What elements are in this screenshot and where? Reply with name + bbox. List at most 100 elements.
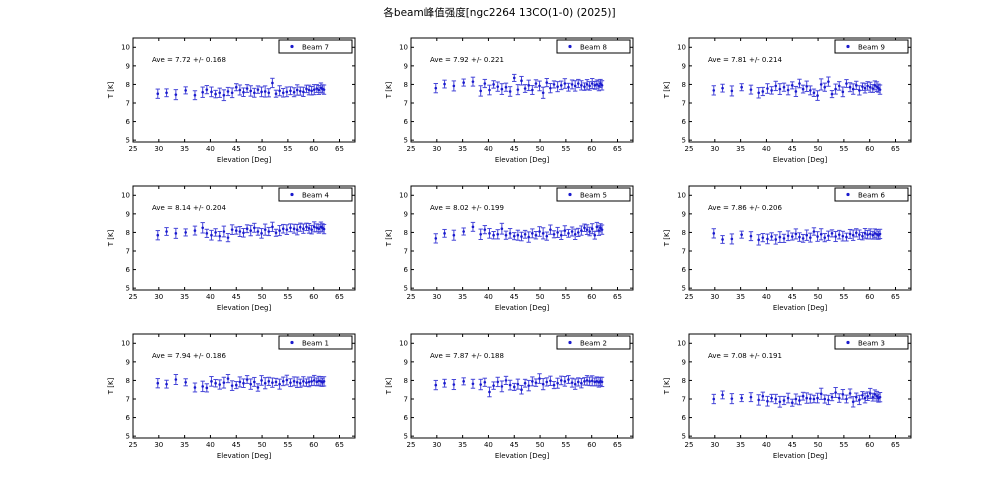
x-tick-label: 30 bbox=[710, 441, 719, 449]
y-axis-label: T [K] bbox=[663, 229, 671, 247]
x-tick-label: 45 bbox=[510, 441, 519, 449]
axes-frame bbox=[410, 185, 634, 291]
axes-frame bbox=[410, 333, 634, 439]
y-tick-label: 7 bbox=[126, 99, 130, 107]
y-tick-label: 8 bbox=[404, 229, 408, 237]
x-tick-label: 65 bbox=[335, 293, 344, 301]
legend-marker-icon bbox=[290, 192, 294, 197]
y-tick-label: 5 bbox=[682, 433, 686, 441]
x-tick-label: 60 bbox=[587, 441, 596, 449]
x-tick-label: 45 bbox=[788, 145, 797, 153]
x-tick-label: 60 bbox=[865, 145, 874, 153]
x-tick-label: 60 bbox=[587, 145, 596, 153]
legend-marker-icon bbox=[846, 192, 850, 197]
legend-beam-6: Beam 6 bbox=[834, 187, 909, 202]
subplot-beam-9: 25 30 35 40 45 50 55 60 65 5 6 7 8 9 10 Elevation [Deg]… bbox=[661, 34, 946, 184]
data-points bbox=[433, 73, 605, 99]
x-tick-label: 50 bbox=[258, 441, 267, 449]
x-axis-label: Elevation [Deg] bbox=[217, 156, 272, 164]
y-axis-label: T [K] bbox=[107, 377, 115, 395]
y-tick-label: 8 bbox=[404, 377, 408, 385]
legend-box bbox=[834, 187, 909, 202]
y-tick-label: 7 bbox=[404, 99, 408, 107]
x-axis-label: Elevation [Deg] bbox=[495, 156, 550, 164]
subplot-beam-3: 25 30 35 40 45 50 55 60 65 5 6 7 8 9 10 Elevation [Deg]… bbox=[661, 330, 946, 480]
x-tick-label: 50 bbox=[536, 441, 545, 449]
legend-box bbox=[556, 187, 631, 202]
x-tick-label: 40 bbox=[484, 293, 493, 301]
x-tick-label: 25 bbox=[129, 293, 138, 301]
x-tick-label: 55 bbox=[283, 293, 292, 301]
legend-label: Beam 3 bbox=[858, 339, 885, 347]
subplot-beam-5: 25 30 35 40 45 50 55 60 65 5 6 7 8 9 10 Elevation [Deg]… bbox=[383, 182, 668, 332]
x-tick-label: 25 bbox=[685, 441, 694, 449]
figure-title: 各beam峰值强度[ngc2264 13CO(1-0) (2025)] bbox=[383, 7, 616, 19]
legend-beam-8: Beam 8 bbox=[556, 39, 631, 54]
x-tick-label: 40 bbox=[762, 441, 771, 449]
y-tick-label: 9 bbox=[404, 358, 408, 366]
y-tick-label: 7 bbox=[404, 395, 408, 403]
data-points bbox=[155, 77, 327, 102]
beam-5-plot: 25 30 35 40 45 50 55 60 65 5 6 7 8 9 10 Elevation [Deg]… bbox=[385, 185, 634, 312]
x-tick-label: 50 bbox=[258, 145, 267, 153]
y-tick-label: 8 bbox=[682, 229, 686, 237]
y-tick-label: 10 bbox=[677, 340, 686, 348]
y-tick-label: 8 bbox=[126, 81, 130, 89]
x-tick-label: 65 bbox=[613, 145, 622, 153]
ave-annotation: Ave = 8.14 +/- 0.204 bbox=[152, 204, 227, 212]
ave-annotation: Ave = 7.87 +/- 0.188 bbox=[430, 352, 504, 360]
legend-label: Beam 7 bbox=[302, 43, 329, 51]
y-tick-label: 6 bbox=[404, 414, 409, 422]
subplot-beam-8: 25 30 35 40 45 50 55 60 65 5 6 7 8 9 10 Elevation [Deg]… bbox=[383, 34, 668, 184]
x-tick-label: 40 bbox=[206, 441, 215, 449]
y-tick-label: 6 bbox=[682, 118, 687, 126]
y-tick-label: 5 bbox=[404, 433, 408, 441]
data-points bbox=[711, 386, 883, 408]
axes-frame bbox=[410, 37, 634, 143]
legend-box bbox=[278, 39, 353, 54]
x-tick-label: 30 bbox=[710, 293, 719, 301]
x-tick-label: 35 bbox=[736, 145, 745, 153]
y-tick-label: 10 bbox=[121, 192, 130, 200]
ave-annotation: Ave = 7.08 +/- 0.191 bbox=[708, 352, 782, 360]
x-tick-label: 25 bbox=[407, 293, 416, 301]
legend-label: Beam 4 bbox=[302, 191, 329, 199]
y-tick-label: 9 bbox=[126, 210, 130, 218]
y-tick-label: 5 bbox=[404, 285, 408, 293]
legend-box bbox=[834, 335, 909, 350]
legend-box bbox=[556, 335, 631, 350]
x-tick-label: 30 bbox=[432, 441, 441, 449]
legend-beam-1: Beam 1 bbox=[278, 335, 353, 350]
y-axis-label: T [K] bbox=[385, 377, 393, 395]
axes-frame bbox=[132, 37, 356, 143]
beam-2-plot: 25 30 35 40 45 50 55 60 65 5 6 7 8 9 10 Elevation [Deg]… bbox=[385, 333, 634, 460]
legend-beam-4: Beam 4 bbox=[278, 187, 353, 202]
subplot-beam-4: 25 30 35 40 45 50 55 60 65 5 6 7 8 9 10 Elevation [Deg]… bbox=[105, 182, 390, 332]
y-tick-label: 8 bbox=[682, 377, 686, 385]
y-tick-label: 9 bbox=[682, 62, 686, 70]
legend-beam-5: Beam 5 bbox=[556, 187, 631, 202]
ave-annotation: Ave = 7.81 +/- 0.214 bbox=[708, 56, 783, 64]
subplot-beam-1: 25 30 35 40 45 50 55 60 65 5 6 7 8 9 10 Elevation [Deg]… bbox=[105, 330, 390, 480]
legend-marker-icon bbox=[290, 44, 294, 49]
y-tick-label: 9 bbox=[682, 210, 686, 218]
x-tick-label: 50 bbox=[536, 293, 545, 301]
legend-box bbox=[278, 187, 353, 202]
data-points bbox=[433, 221, 605, 244]
x-tick-label: 60 bbox=[309, 145, 318, 153]
legend-label: Beam 5 bbox=[580, 191, 607, 199]
axes-frame bbox=[132, 185, 356, 291]
x-tick-label: 65 bbox=[891, 145, 900, 153]
x-tick-label: 65 bbox=[891, 441, 900, 449]
x-tick-label: 65 bbox=[613, 441, 622, 449]
ave-annotation: Ave = 7.86 +/- 0.206 bbox=[708, 204, 783, 212]
legend-marker-icon bbox=[568, 192, 572, 197]
data-points bbox=[155, 221, 327, 243]
x-tick-label: 35 bbox=[458, 145, 467, 153]
x-tick-label: 30 bbox=[154, 441, 163, 449]
x-tick-label: 35 bbox=[458, 441, 467, 449]
y-tick-label: 7 bbox=[682, 99, 686, 107]
legend-beam-3: Beam 3 bbox=[834, 335, 909, 350]
x-tick-label: 55 bbox=[561, 145, 570, 153]
